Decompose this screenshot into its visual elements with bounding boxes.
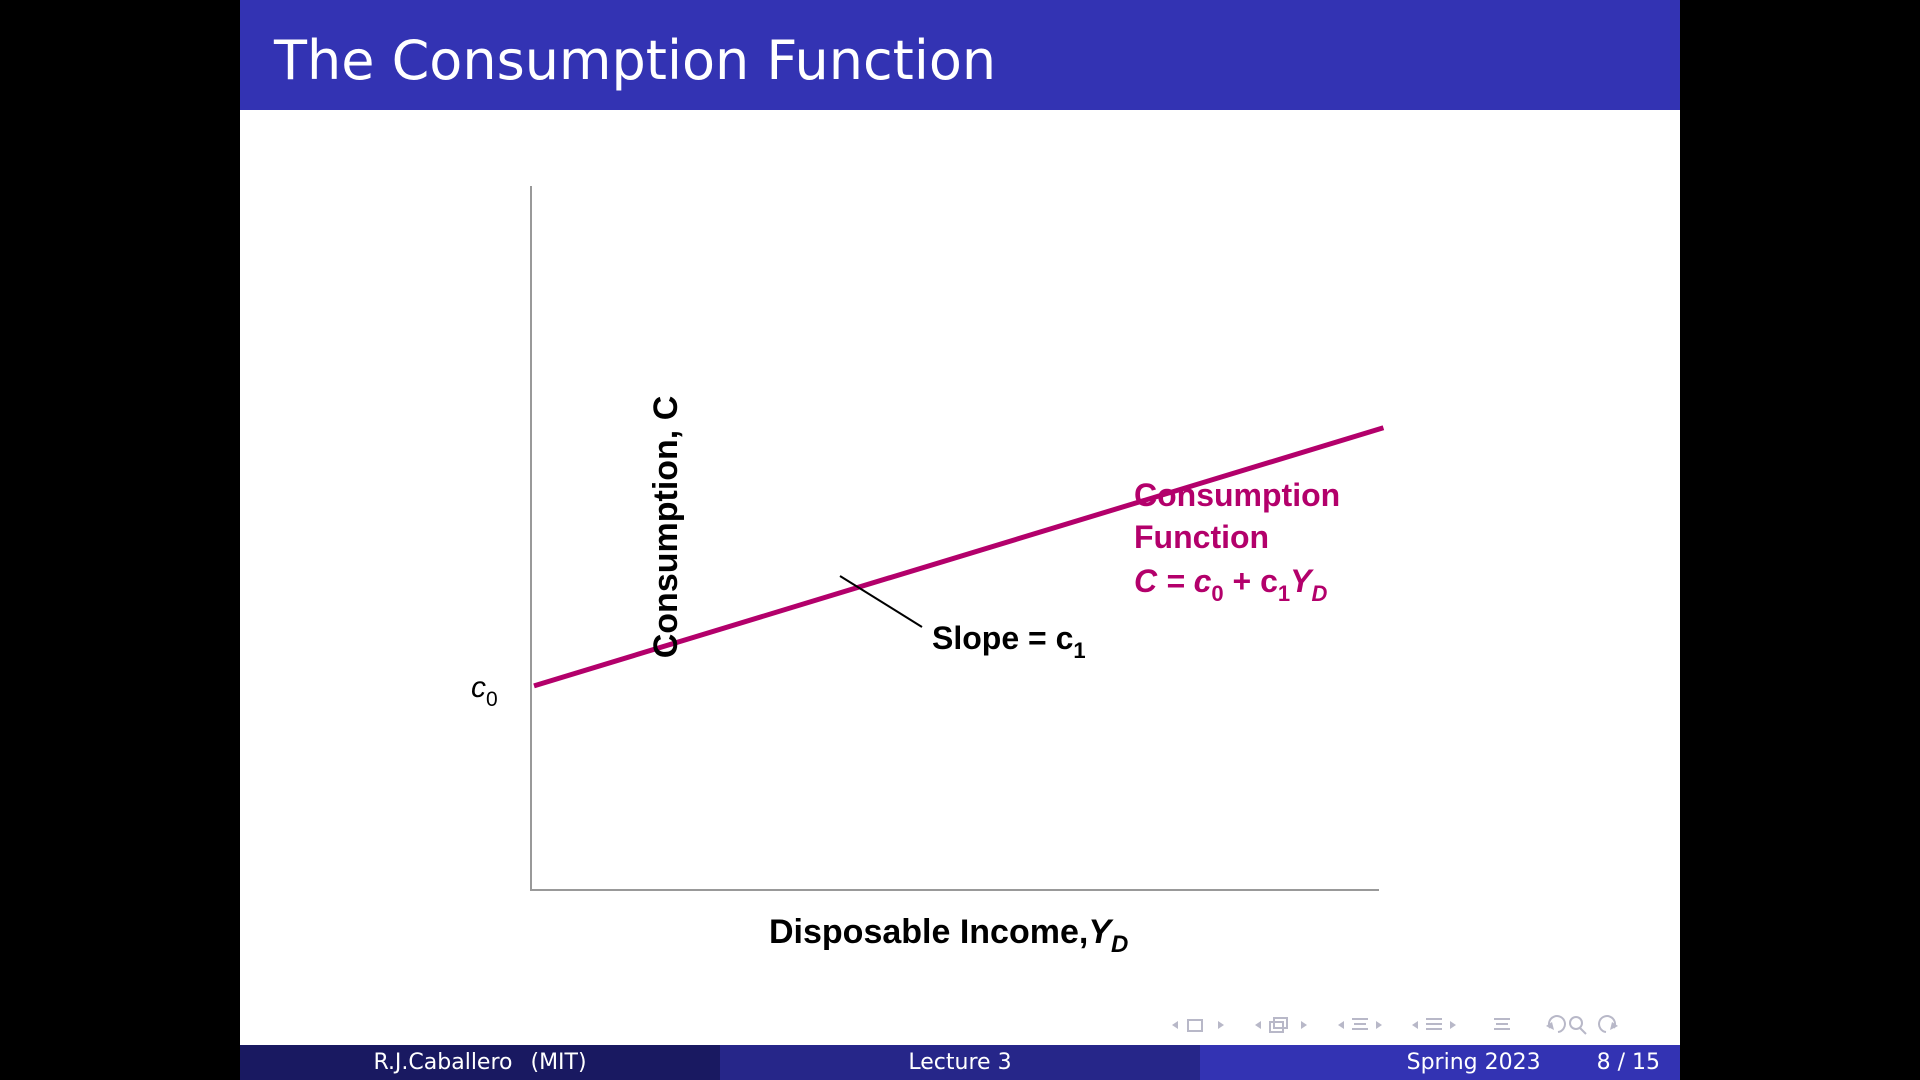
footer-author-block: R.J.Caballero (MIT) (240, 1045, 720, 1080)
nav-forward-icon[interactable] (1598, 1015, 1618, 1033)
footer-date-block: Spring 2023 8 / 15 (1200, 1045, 1680, 1080)
series-label-line1: Consumption (1134, 477, 1340, 513)
series-label-line2: Function (1134, 519, 1269, 555)
x-axis-label: Disposable Income,YD (769, 913, 1128, 958)
footer-lecture: Lecture 3 (908, 1050, 1012, 1075)
nav-search-icon[interactable] (1569, 1016, 1587, 1035)
slope-leader-line (839, 575, 923, 628)
consumption-function-chart: Consumption, C c0 Disposable Income,YD S… (471, 186, 1385, 958)
series-label: Consumption Function C = c0 + c1YD (1134, 477, 1340, 606)
footer-title-block: Lecture 3 (720, 1045, 1200, 1080)
y-axis-label: Consumption, C (647, 396, 685, 659)
title-bar: The Consumption Function (240, 0, 1680, 110)
nav-back-icon[interactable] (1546, 1015, 1566, 1033)
intercept-label: c0 (471, 671, 498, 711)
nav-section-icon[interactable] (1338, 1018, 1382, 1030)
consumption-function-line (533, 425, 1385, 689)
slide: The Consumption Function Consumption, C … (240, 0, 1680, 1080)
footer-page: 8 / 15 (1596, 1050, 1660, 1075)
footer-institution: (MIT) (530, 1050, 587, 1075)
footer-term: Spring 2023 (1406, 1050, 1541, 1075)
slope-label: Slope = c1 (932, 620, 1086, 663)
nav-subsection-icon[interactable] (1255, 1017, 1307, 1033)
footer: R.J.Caballero (MIT) Lecture 3 Spring 202… (240, 1045, 1680, 1080)
navigation-symbols (1172, 1015, 1618, 1035)
nav-document-icon[interactable] (1412, 1018, 1456, 1030)
footer-author: R.J.Caballero (373, 1050, 513, 1075)
nav-frame-icon[interactable] (1172, 1019, 1224, 1032)
series-equation: C = c0 + c1YD (1134, 563, 1327, 606)
nav-appendix-icon[interactable] (1494, 1018, 1510, 1030)
slide-title: The Consumption Function (274, 29, 997, 92)
